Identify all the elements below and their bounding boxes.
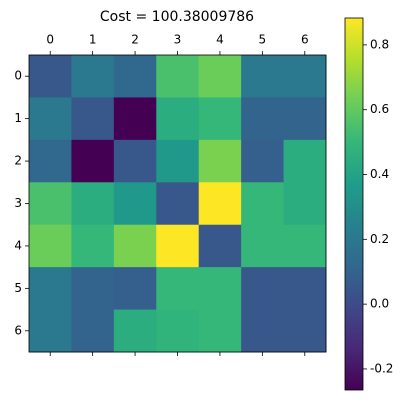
heatmap-cell — [29, 309, 72, 353]
heatmap-cell — [71, 267, 115, 311]
heatmap-cell — [283, 97, 327, 141]
colorbar-tick-label: 0.2 — [370, 232, 389, 246]
x-tick-label: 2 — [131, 33, 139, 47]
heatmap-cell — [241, 182, 285, 226]
x-tick-label: 0 — [46, 33, 54, 47]
chart-title: Cost = 100.38009786 — [100, 9, 254, 25]
heatmap-cell — [156, 267, 200, 311]
heatmap-cell — [198, 97, 242, 141]
y-tick-label: 2 — [14, 154, 22, 168]
heatmap-cell — [198, 267, 242, 311]
heatmap-cell — [71, 97, 115, 141]
heatmap-cell — [241, 139, 285, 183]
heatmap-cell — [198, 224, 242, 268]
heatmap-cell — [71, 182, 115, 226]
heatmap-cell — [29, 182, 72, 226]
heatmap-cell — [29, 224, 72, 268]
heatmap-cell — [156, 55, 200, 98]
y-tick-label: 0 — [14, 69, 22, 83]
heatmap-cell — [198, 309, 242, 353]
heatmap-cell — [71, 224, 115, 268]
x-tick-label: 6 — [301, 33, 309, 47]
heatmap-cell — [113, 182, 157, 226]
heatmap-cell — [241, 97, 285, 141]
colorbar-tick-label: 0.4 — [370, 167, 389, 181]
heatmap-cell — [283, 224, 327, 268]
x-tick-label: 4 — [216, 33, 224, 47]
colorbar-tick-label: 0.0 — [370, 297, 389, 311]
heatmap-cell — [113, 139, 157, 183]
heatmap-cell — [113, 97, 157, 141]
y-tick-label: 5 — [14, 281, 22, 295]
heatmap-cell — [283, 182, 327, 226]
heatmap-cell — [113, 55, 157, 98]
heatmap-cell — [156, 182, 200, 226]
heatmap-cell — [113, 224, 157, 268]
heatmap-cell — [156, 139, 200, 183]
y-tick-label: 3 — [14, 196, 22, 210]
heatmap-cell — [156, 97, 200, 141]
x-tick-label: 5 — [259, 33, 267, 47]
heatmap-cell — [283, 55, 327, 98]
x-tick-label: 3 — [174, 33, 182, 47]
heatmap-cell — [156, 309, 200, 353]
heatmap-cell — [156, 224, 200, 268]
heatmap-cell — [198, 139, 242, 183]
heatmap-cell — [283, 139, 327, 183]
heatmap-cell — [198, 55, 242, 98]
heatmap-cell — [113, 267, 157, 311]
heatmap-cell — [29, 139, 72, 183]
heatmap-cell — [241, 309, 285, 353]
heatmap-cell — [283, 309, 327, 353]
heatmap-cell — [71, 309, 115, 353]
heatmap-cell — [283, 267, 327, 311]
colorbar-tick-label: -0.2 — [370, 361, 393, 375]
x-tick-label: 1 — [89, 33, 97, 47]
heatmap-cell — [71, 139, 115, 183]
colorbar — [344, 17, 364, 391]
heatmap-cell — [241, 224, 285, 268]
heatmap-cell — [29, 55, 72, 98]
colorbar-tick-label: 0.6 — [370, 102, 389, 116]
heatmap-cell — [241, 55, 285, 98]
heatmap-cell — [29, 97, 72, 141]
heatmap-cell — [71, 55, 115, 98]
heatmap-cell — [29, 267, 72, 311]
y-tick-label: 1 — [14, 111, 22, 125]
heatmap-cell — [241, 267, 285, 311]
y-tick-label: 6 — [14, 323, 22, 337]
y-tick-label: 4 — [14, 238, 22, 252]
colorbar-tick-label: 0.8 — [370, 37, 389, 51]
heatmap-cell — [113, 309, 157, 353]
heatmap-cell — [198, 182, 242, 226]
